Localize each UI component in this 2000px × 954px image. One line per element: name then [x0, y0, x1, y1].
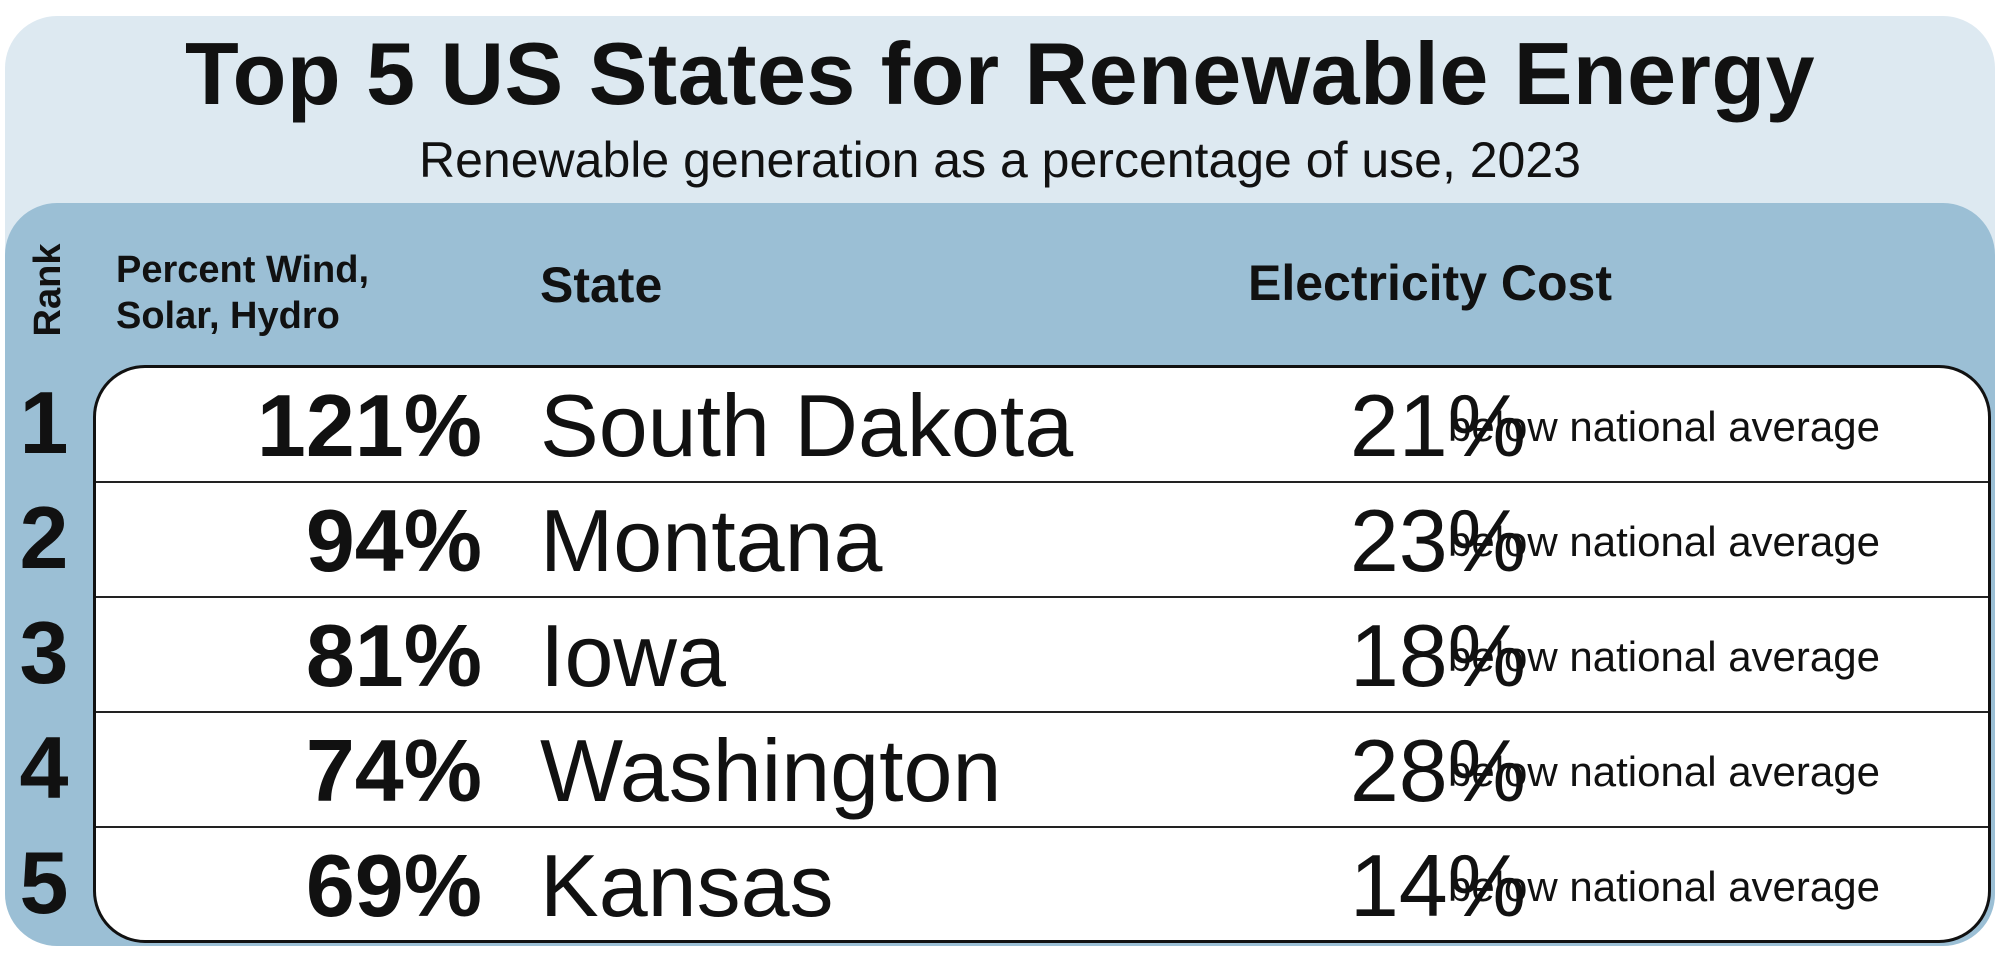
rank-number: 5	[19, 833, 69, 932]
state-name: South Dakota	[540, 376, 1074, 475]
electricity-cost-note: below national average	[1448, 863, 1880, 910]
table-row: 121% South Dakota 21% below national averag…	[96, 368, 1988, 483]
rank-number: 1	[19, 373, 69, 472]
rank-number: 2	[19, 488, 69, 587]
state-name: Washington	[540, 721, 1002, 820]
percent-value: 81%	[305, 606, 482, 705]
rank-column-header: Rank	[27, 243, 69, 337]
rank-number: 3	[19, 603, 69, 702]
rank-number: 4	[19, 718, 69, 817]
electricity-cost-value: 14%	[1349, 836, 1526, 935]
percent-value: 69%	[305, 836, 482, 935]
electricity-cost-note: below national average	[1448, 403, 1880, 450]
electricity-cost-value: 18%	[1349, 606, 1526, 705]
state-name: Montana	[540, 491, 883, 590]
data-table: 121% South Dakota 21% below national averag…	[93, 365, 1991, 943]
electricity-cost-value: 23%	[1349, 491, 1526, 590]
electricity-cost-note: below national average	[1448, 748, 1880, 795]
table-row: 69% Kansas 14% below national average	[96, 828, 1988, 940]
percent-column-header: Percent Wind, Solar, Hydro	[116, 249, 370, 337]
state-name: Iowa	[540, 606, 726, 705]
table-row: 94% Montana 23% below national average	[96, 483, 1988, 598]
electricity-cost-note: below national average	[1448, 518, 1880, 565]
state-name: Kansas	[540, 836, 834, 935]
percent-value: 74%	[305, 721, 482, 820]
electricity-cost-column-header: Electricity Cost	[1248, 255, 1613, 311]
percent-value: 94%	[305, 491, 482, 590]
chart-subtitle: Renewable generation as a percentage of …	[419, 132, 1581, 188]
table-row: 74% Washington 28% below national average	[96, 713, 1988, 828]
state-column-header: State	[540, 257, 663, 313]
chart-title: Top 5 US States for Renewable Energy	[184, 24, 1816, 123]
electricity-cost-value: 21%	[1349, 376, 1526, 475]
table-row: 81% Iowa 18% below national average	[96, 598, 1988, 713]
electricity-cost-value: 28%	[1349, 721, 1526, 820]
percent-value: 121%	[256, 376, 482, 475]
electricity-cost-note: below national average	[1448, 633, 1880, 680]
